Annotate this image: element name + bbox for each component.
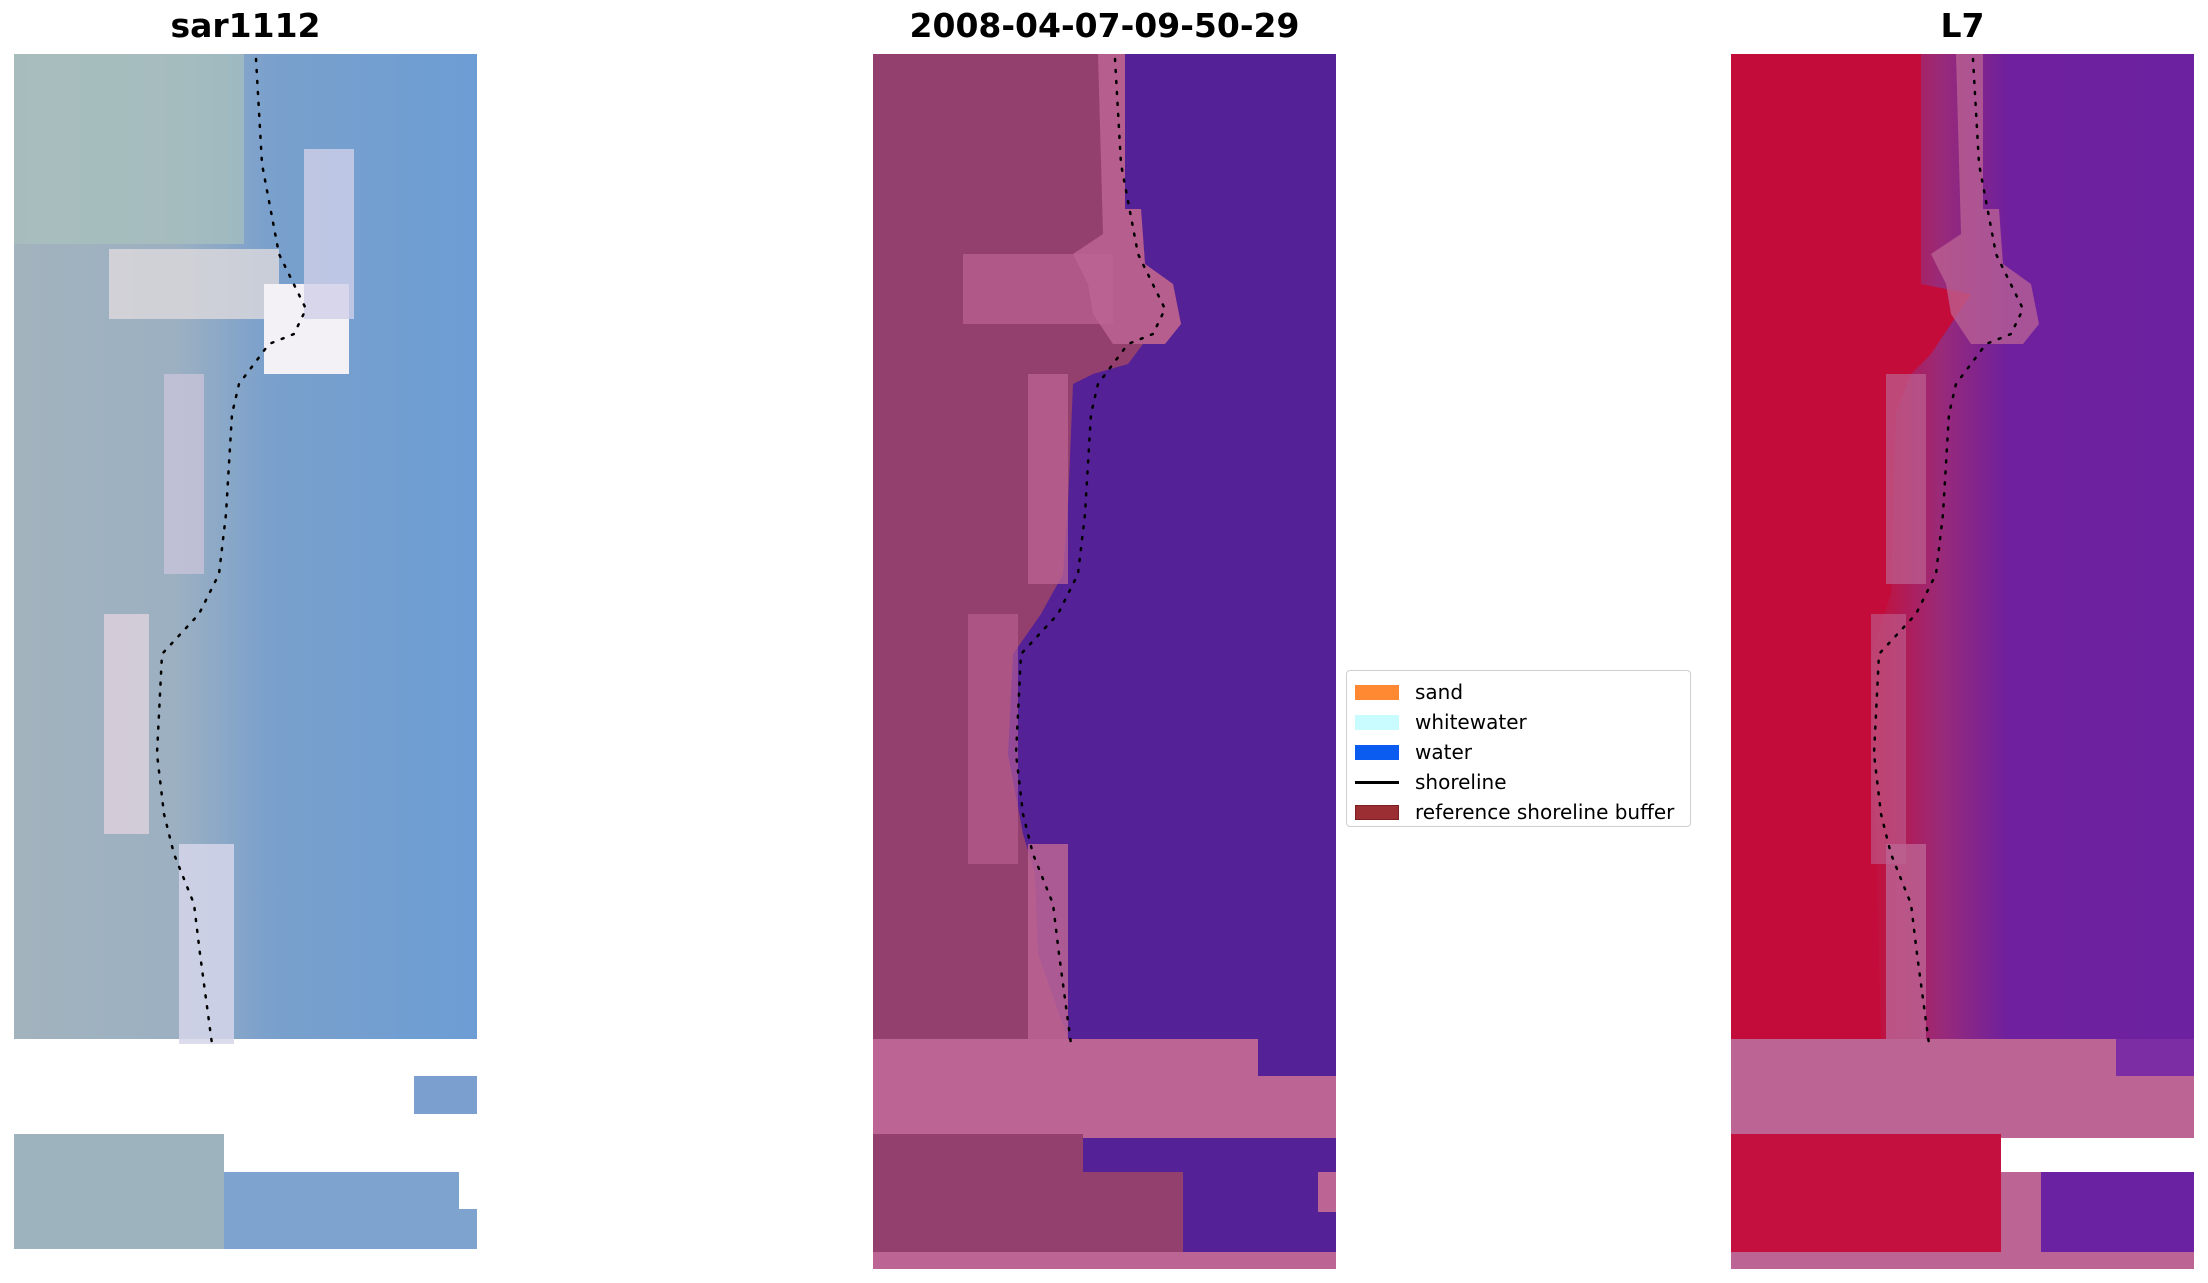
shoreline-line-swatch [1355,780,1399,784]
classification-panel [873,54,1336,1269]
legend-label: sand [1415,680,1464,704]
legend-item-water: water [1355,737,1682,767]
legend: sand whitewater water shoreline referenc… [1346,670,1691,827]
index-image [1731,54,2194,1269]
water-swatch [1355,744,1399,760]
index-image-panel [1731,54,2194,1269]
legend-item-buffer: reference shoreline buffer [1355,797,1682,827]
legend-label: water [1415,740,1472,764]
rgb-satellite-image [14,54,477,1269]
legend-label: whitewater [1415,710,1527,734]
panel-title-classification: 2008-04-07-09-50-29 [909,6,1300,45]
legend-label: shoreline [1415,770,1507,794]
sand-swatch [1355,684,1399,700]
buffer-swatch [1355,804,1399,820]
rgb-image-panel [14,54,477,1269]
legend-item-shoreline: shoreline [1355,767,1682,797]
whitewater-swatch [1355,714,1399,730]
panel-title-l7: L7 [1940,6,1985,45]
legend-item-whitewater: whitewater [1355,707,1682,737]
legend-label: reference shoreline buffer [1415,800,1675,824]
classification-image [873,54,1336,1269]
legend-item-sand: sand [1355,677,1682,707]
panel-title-rgb: sar1112 [170,6,321,45]
